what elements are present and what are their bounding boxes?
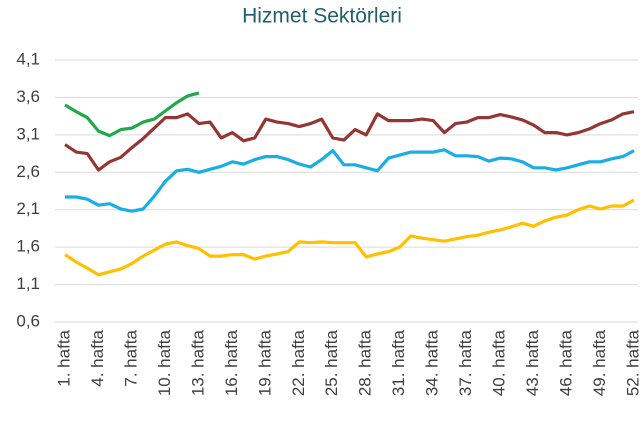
x-tick-label: 49. hafta xyxy=(590,329,609,396)
y-tick-label: 3,1 xyxy=(16,124,40,143)
x-tick-label: 31. hafta xyxy=(389,329,408,396)
x-tick-label: 40. hafta xyxy=(490,329,509,396)
x-tick-label: 43. hafta xyxy=(523,329,542,396)
x-tick-label: 16. hafta xyxy=(222,329,241,396)
x-tick-label: 19. hafta xyxy=(255,329,274,396)
y-tick-label: 2,6 xyxy=(16,162,40,181)
series-line xyxy=(65,148,635,213)
y-tick-label: 1,6 xyxy=(16,237,40,256)
x-tick-label: 46. hafta xyxy=(557,329,576,396)
y-tick-label: 3,6 xyxy=(16,87,40,106)
chart-title: Hizmet Sektörleri xyxy=(242,5,402,28)
series-line xyxy=(64,198,635,277)
x-tick-label: 1. hafta xyxy=(54,329,73,386)
x-tick-label: 4. hafta xyxy=(88,329,107,386)
y-tick-label: 4,1 xyxy=(16,49,40,68)
x-tick-label: 22. hafta xyxy=(289,329,308,396)
x-tick-label: 13. hafta xyxy=(188,329,207,396)
x-tick-label: 34. hafta xyxy=(423,329,442,396)
x-tick-label: 28. hafta xyxy=(356,329,375,396)
x-tick-label: 37. hafta xyxy=(456,329,475,396)
y-tick-label: 2,1 xyxy=(16,199,40,218)
x-tick-label: 52. hafta xyxy=(623,329,642,396)
x-tick-label: 7. hafta xyxy=(121,329,140,386)
y-tick-label: 1,1 xyxy=(16,274,40,293)
x-tick-label: 10. hafta xyxy=(155,329,174,396)
series-line xyxy=(64,91,200,138)
x-tick-label: 25. hafta xyxy=(322,329,341,396)
series-line xyxy=(64,110,635,172)
y-tick-label: 0,6 xyxy=(16,311,40,330)
